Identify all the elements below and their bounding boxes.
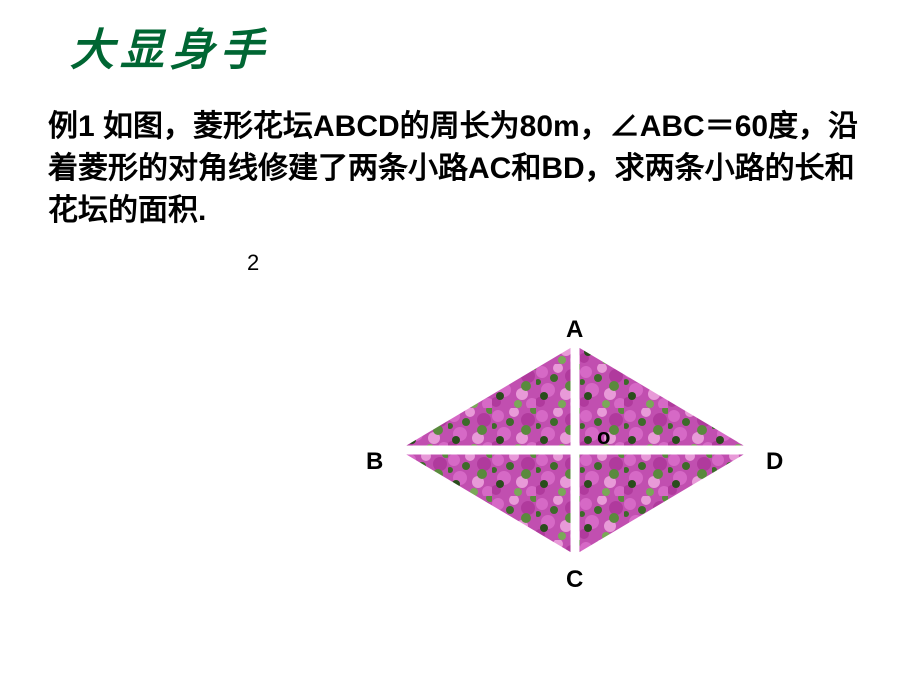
rhombus-diagram: A B C D o (360, 320, 790, 580)
vertex-label-d: D (766, 448, 783, 476)
stray-number: 2 (247, 250, 259, 276)
center-label-o: o (597, 424, 610, 450)
vertex-label-b: B (366, 448, 383, 476)
vertex-label-a: A (566, 316, 583, 344)
slide-title: 大显身手 (70, 14, 270, 78)
vertex-label-c: C (566, 566, 583, 594)
rhombus-svg (360, 320, 790, 580)
problem-statement: 例1 如图，菱形花坛ABCD的周长为80m，∠ABC＝60度，沿着菱形的对角线修… (48, 106, 878, 232)
